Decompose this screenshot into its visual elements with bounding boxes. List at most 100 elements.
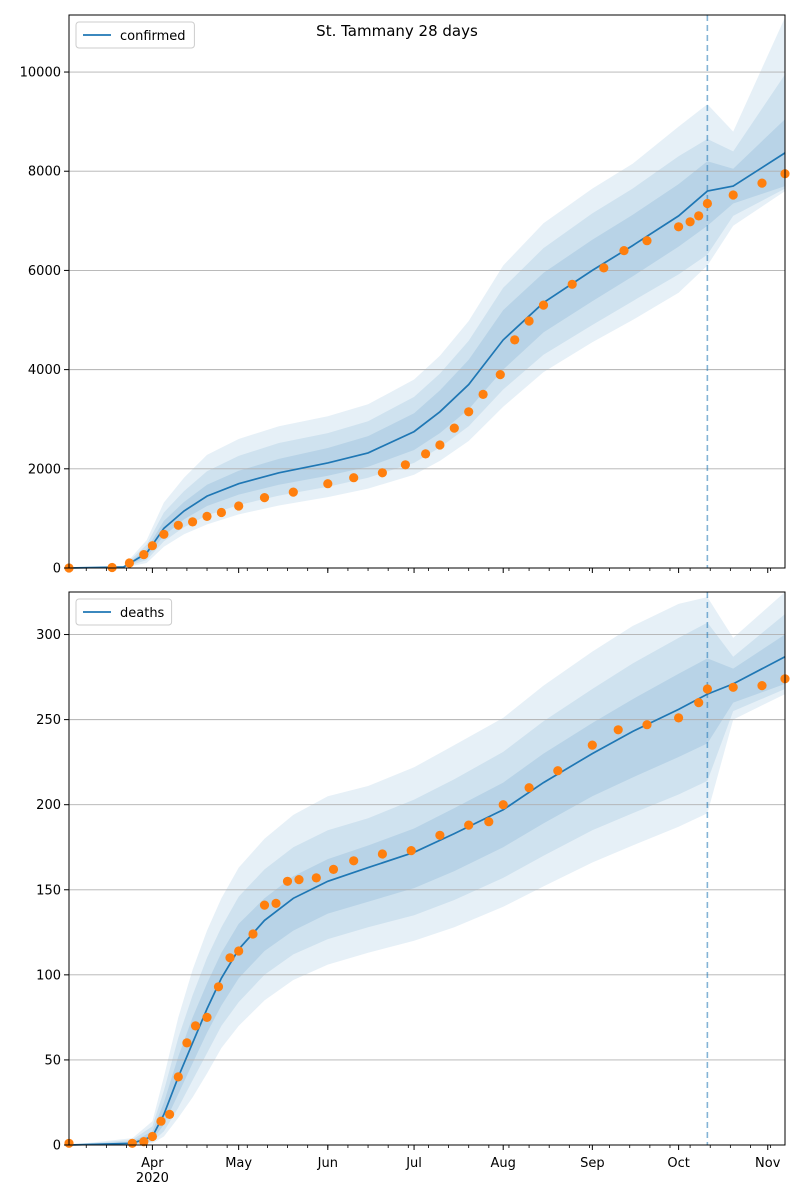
- deaths-y-axis: 0 50 100 150 200 250 300: [36, 628, 69, 1154]
- observed-point: [464, 820, 474, 830]
- observed-point: [757, 681, 767, 691]
- observed-point: [190, 1021, 201, 1031]
- x-tick-label: Apr: [141, 1156, 164, 1171]
- y-tick-label: 250: [36, 713, 61, 728]
- observed-point: [213, 982, 224, 992]
- observed-point: [694, 211, 704, 221]
- confirmed-panel: 0 2000 4000 6000 8000 10000 confirmed: [20, 14, 790, 577]
- uncertainty-band-band50: [69, 634, 785, 1145]
- confirmed-legend-label: confirmed: [120, 29, 186, 44]
- confirmed-x-axis: [85, 568, 772, 573]
- observed-point: [328, 864, 339, 875]
- figure-title: St. Tammany 28 days: [316, 22, 478, 40]
- observed-point: [728, 682, 738, 692]
- x-tick-label: Jul: [405, 1156, 422, 1171]
- x-tick-label: May: [225, 1156, 252, 1171]
- observed-point: [510, 335, 520, 345]
- observed-point: [259, 900, 270, 910]
- observed-point: [323, 479, 333, 489]
- deaths-y-gridlines: [69, 634, 785, 1061]
- observed-point: [271, 898, 281, 909]
- y-tick-label: 200: [36, 798, 61, 813]
- observed-point: [702, 684, 713, 694]
- confirmed-legend-box: [75, 21, 195, 49]
- y-tick-label: 100: [36, 968, 61, 983]
- observed-point: [613, 725, 623, 735]
- y-tick-label: 0: [53, 562, 61, 577]
- deaths-observed-points: [64, 674, 790, 1148]
- uncertainty-band-band95: [69, 592, 785, 1145]
- observed-point: [435, 830, 445, 840]
- observed-point: [567, 279, 577, 289]
- observed-point: [147, 1131, 157, 1142]
- observed-point: [421, 449, 431, 459]
- observed-point: [484, 817, 494, 827]
- observed-point: [294, 875, 304, 885]
- y-tick-label: 8000: [28, 165, 61, 180]
- y-tick-label: 150: [36, 883, 61, 898]
- observed-point: [599, 263, 609, 273]
- y-tick-label: 6000: [28, 264, 61, 279]
- observed-point: [674, 713, 684, 723]
- x-tick-label: Aug: [491, 1156, 516, 1171]
- observed-point: [124, 558, 134, 568]
- y-tick-label: 300: [36, 628, 61, 643]
- observed-point: [495, 370, 505, 380]
- observed-point: [127, 1138, 137, 1148]
- observed-point: [139, 550, 149, 560]
- observed-point: [449, 423, 459, 433]
- observed-point: [349, 856, 359, 866]
- observed-point: [165, 1109, 175, 1119]
- observed-point: [694, 698, 704, 708]
- deaths-legend-box: [75, 598, 173, 626]
- observed-point: [159, 529, 169, 539]
- observed-point: [642, 236, 652, 246]
- observed-point: [311, 873, 321, 883]
- observed-point: [642, 720, 652, 730]
- confirmed-y-gridlines: [69, 71, 785, 470]
- observed-point: [173, 520, 183, 530]
- observed-point: [757, 178, 767, 188]
- observed-point: [553, 766, 563, 776]
- y-tick-label: 2000: [28, 462, 61, 477]
- deaths-legend-label: deaths: [120, 606, 165, 621]
- x-tick-label: Sep: [580, 1156, 605, 1171]
- x-tick-label: Oct: [667, 1156, 689, 1171]
- observed-point: [173, 1072, 183, 1082]
- observed-point: [478, 389, 488, 399]
- observed-point: [202, 1012, 212, 1023]
- observed-point: [619, 246, 629, 256]
- observed-point: [400, 460, 410, 470]
- confirmed-y-axis: 0 2000 4000 6000 8000 10000: [20, 66, 69, 577]
- observed-point: [248, 929, 258, 939]
- y-tick-label: 10000: [20, 66, 61, 81]
- confirmed-model-line: [68, 152, 786, 569]
- observed-point: [259, 493, 270, 503]
- observed-point: [182, 1038, 192, 1048]
- observed-point: [587, 740, 597, 750]
- deaths-legend: deaths: [75, 598, 173, 626]
- observed-point: [234, 501, 244, 511]
- observed-point: [498, 800, 508, 810]
- observed-point: [147, 541, 157, 551]
- confirmed-legend: confirmed: [75, 21, 195, 49]
- x-tick-label: Jun: [317, 1156, 338, 1171]
- uncertainty-band-band50: [69, 119, 785, 568]
- observed-point: [288, 487, 298, 497]
- observed-point: [234, 946, 244, 956]
- observed-point: [216, 507, 226, 518]
- observed-point: [225, 953, 235, 963]
- observed-point: [435, 440, 445, 450]
- observed-point: [377, 468, 387, 478]
- observed-point: [282, 876, 293, 886]
- observed-point: [674, 222, 684, 232]
- x-tick-label: 2020: [136, 1171, 169, 1186]
- y-tick-label: 0: [53, 1139, 61, 1154]
- observed-point: [156, 1116, 166, 1126]
- observed-point: [464, 407, 474, 417]
- confirmed-axes-frame: [68, 14, 786, 569]
- observed-point: [685, 217, 695, 227]
